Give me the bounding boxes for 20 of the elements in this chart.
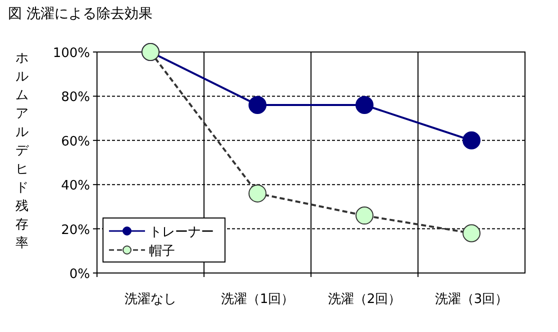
y-tick-label: 20% [61,222,90,238]
y-tick-label: 60% [61,134,90,150]
x-tick-label: 洗濯（1回） [220,292,294,307]
point [248,184,266,202]
legend-label: トレーナー [149,225,214,240]
point [356,206,374,225]
y-tick-label: 40% [61,178,90,194]
x-tick-label: 洗濯（2回） [328,292,402,307]
y-tick-label: 100% [52,46,90,61]
y-tick-label: 80% [61,90,90,106]
y-tick-label: 0% [69,267,90,282]
chart-title: 図 洗濯による除去効果 [8,6,152,22]
point [248,96,266,114]
legend-label: 帽子 [149,244,175,259]
text: ホルムアルデヒド残存率 [16,51,28,251]
point [462,224,480,242]
point [462,131,480,150]
point [356,96,374,114]
x-tick-label: 洗濯なし [124,292,176,307]
x-tick-label: 洗濯（3回） [434,292,508,307]
